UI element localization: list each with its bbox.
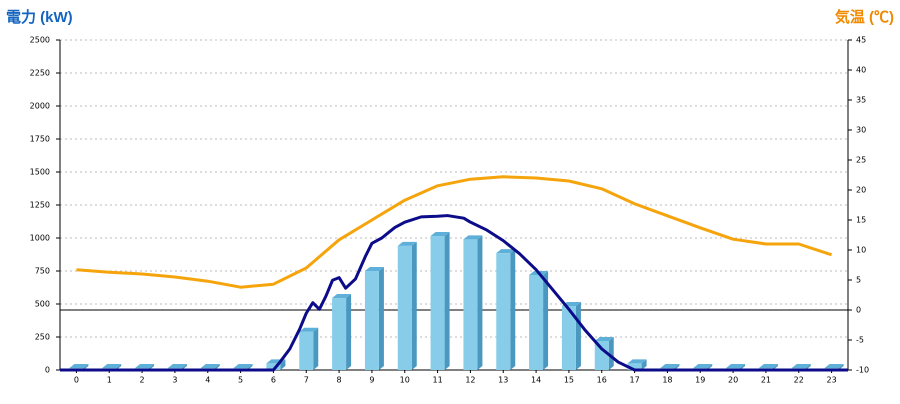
x-tick-label: 11: [432, 376, 442, 385]
bar-top: [693, 364, 713, 369]
y2-tick-label: 10: [856, 246, 866, 255]
x-tick-label: 15: [564, 376, 574, 385]
y-tick-label: 0: [45, 366, 50, 375]
bar-side: [346, 294, 352, 370]
bar: [430, 236, 445, 370]
x-tick-label: 17: [629, 376, 639, 385]
y2-tick-label: 20: [856, 186, 866, 195]
bar-top: [463, 235, 483, 240]
bar-top: [233, 364, 253, 369]
y-tick-label: 2250: [30, 69, 50, 78]
y-tick-label: 250: [35, 333, 50, 342]
bar-side: [641, 359, 647, 370]
y2-tick-label: -10: [856, 366, 869, 375]
bar: [594, 340, 609, 370]
bar-top: [726, 364, 746, 369]
y-axis-title: 電力 (kW): [6, 8, 73, 26]
bar-side: [575, 301, 581, 370]
bar-top: [167, 364, 187, 369]
bar-top: [397, 241, 417, 246]
y2-tick-label: 15: [856, 216, 866, 225]
bar: [496, 253, 511, 370]
y2-axis-title: 気温 (℃): [835, 8, 894, 26]
bar-top: [791, 364, 811, 369]
x-tick-label: 22: [794, 376, 804, 385]
bar-side: [313, 327, 319, 370]
bar: [364, 271, 379, 370]
x-tick-label: 23: [826, 376, 836, 385]
bar: [627, 363, 642, 370]
x-tick-label: 8: [337, 376, 342, 385]
x-tick-label: 14: [531, 376, 541, 385]
bar: [299, 331, 314, 370]
bar-side: [378, 267, 384, 370]
bar-top: [496, 249, 516, 254]
line: [60, 214, 848, 372]
y-tick-label: 500: [35, 300, 50, 309]
y2-tick-label: 30: [856, 126, 866, 135]
bar-top: [594, 336, 614, 341]
bar-top: [758, 364, 778, 369]
bar-top: [660, 364, 680, 369]
bar-side: [280, 359, 286, 370]
bar-top: [299, 327, 319, 332]
y-tick-label: 1250: [30, 201, 50, 210]
x-tick-label: 2: [140, 376, 145, 385]
bar: [397, 245, 412, 370]
y2-tick-label: -5: [856, 336, 864, 345]
bar-top: [364, 267, 384, 271]
x-tick-label: 4: [205, 376, 210, 385]
bar-side: [608, 336, 614, 370]
x-tick-label: 1: [107, 376, 112, 385]
x-tick-label: 12: [465, 376, 475, 385]
y2-tick-label: 45: [856, 36, 866, 45]
bar-side: [477, 235, 483, 370]
bar-top: [69, 364, 89, 369]
bar-top: [824, 364, 844, 369]
line: [76, 175, 833, 289]
x-tick-label: 19: [695, 376, 705, 385]
bar-side: [411, 241, 417, 370]
x-tick-label: 9: [369, 376, 374, 385]
y-tick-label: 1750: [30, 135, 50, 144]
bar-top: [430, 232, 450, 237]
x-tick-label: 3: [172, 376, 177, 385]
y-tick-label: 2500: [30, 36, 50, 45]
bar-side: [510, 249, 516, 370]
x-tick-label: 21: [761, 376, 771, 385]
bar-side: [444, 232, 450, 370]
x-tick-label: 20: [728, 376, 738, 385]
x-tick-label: 18: [662, 376, 672, 385]
y2-tick-label: 35: [856, 96, 866, 105]
y-tick-label: 1500: [30, 168, 50, 177]
y-tick-label: 750: [35, 267, 50, 276]
bar: [529, 274, 544, 370]
bar-top: [627, 359, 647, 364]
y-tick-label: 1000: [30, 234, 50, 243]
bar-top: [332, 294, 352, 299]
bar: [332, 298, 347, 370]
bar-top: [102, 364, 122, 369]
x-tick-label: 16: [597, 376, 607, 385]
x-tick-label: 13: [498, 376, 508, 385]
bar: [463, 239, 478, 370]
y-tick-label: 2000: [30, 102, 50, 111]
bar-top: [200, 364, 220, 369]
y2-tick-label: 5: [856, 276, 861, 285]
bar: [561, 305, 576, 370]
y2-tick-label: 25: [856, 156, 866, 165]
y2-tick-label: 0: [856, 306, 861, 315]
x-tick-label: 0: [74, 376, 79, 385]
x-tick-label: 7: [304, 376, 309, 385]
x-tick-label: 10: [400, 376, 410, 385]
bar-top: [135, 364, 155, 369]
bar-side: [543, 270, 549, 370]
x-tick-label: 6: [271, 376, 276, 385]
y2-tick-label: 40: [856, 66, 866, 75]
bar: [266, 363, 281, 370]
x-tick-label: 5: [238, 376, 243, 385]
